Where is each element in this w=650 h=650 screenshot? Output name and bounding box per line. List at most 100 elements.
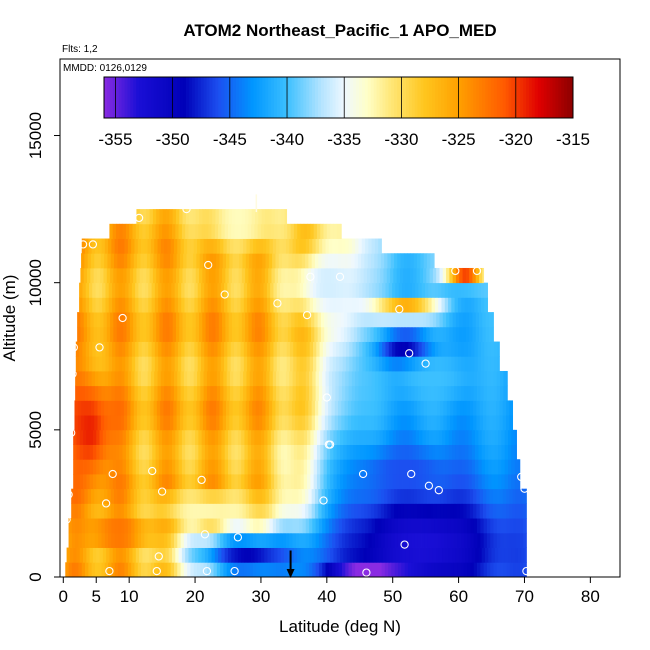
heatmap-cell <box>139 547 143 563</box>
heatmap-cell <box>333 547 338 563</box>
heatmap-cell <box>384 385 389 401</box>
heatmap-cell <box>273 356 278 372</box>
heatmap-cell <box>84 415 89 431</box>
heatmap-cell <box>100 415 105 431</box>
heatmap-cell <box>252 400 257 416</box>
heatmap-cell <box>119 429 123 445</box>
heatmap-cell <box>186 400 191 416</box>
colorbar-segment <box>364 77 369 118</box>
heatmap-cell <box>255 326 259 342</box>
heatmap-cell <box>479 503 484 519</box>
heatmap-cell <box>457 297 462 313</box>
heatmap-cell <box>324 312 328 328</box>
heatmap-cell <box>465 444 469 460</box>
heatmap-cell <box>491 547 496 563</box>
heatmap-cell <box>129 473 133 490</box>
heatmap-cell <box>198 223 203 239</box>
heatmap-cell <box>368 518 373 534</box>
heatmap-cell <box>434 356 439 372</box>
heatmap-cell <box>76 444 81 460</box>
heatmap-cell <box>338 415 342 431</box>
heatmap-cell <box>234 444 239 460</box>
heatmap-cell <box>385 297 390 313</box>
colorbar-segment <box>391 77 395 118</box>
heatmap-cell <box>301 415 306 431</box>
heatmap-cell <box>279 562 284 578</box>
heatmap-cell <box>224 297 228 313</box>
heatmap-cell <box>241 547 245 563</box>
colorbar-segment <box>326 77 331 118</box>
heatmap-cell <box>313 547 318 563</box>
heatmap-cell <box>469 312 473 328</box>
heatmap-cell <box>336 444 341 460</box>
heatmap-cell <box>171 297 176 313</box>
heatmap-cell <box>455 326 460 342</box>
heatmap-cell <box>446 488 451 504</box>
heatmap-cell <box>256 562 261 578</box>
heatmap-cell <box>281 267 286 284</box>
heatmap-cell <box>284 547 288 563</box>
heatmap-cell <box>247 444 252 460</box>
heatmap-cell <box>125 444 130 460</box>
heatmap-cell <box>491 444 496 460</box>
heatmap-cell <box>424 370 429 387</box>
heatmap-cell <box>299 238 303 254</box>
heatmap-cell <box>121 370 125 387</box>
heatmap-cell <box>270 282 274 298</box>
heatmap-cell <box>448 444 453 460</box>
heatmap-cell <box>378 341 383 357</box>
heatmap-cell <box>330 473 334 490</box>
heatmap-cell <box>164 518 168 534</box>
heatmap-cell <box>129 223 133 239</box>
heatmap-cell <box>524 547 527 563</box>
heatmap-cell <box>369 459 374 475</box>
heatmap-cell <box>432 473 436 490</box>
heatmap-cell <box>312 370 317 387</box>
heatmap-cell <box>459 488 464 504</box>
heatmap-cell <box>496 488 500 504</box>
heatmap-cell <box>98 238 102 254</box>
heatmap-cell <box>465 326 470 342</box>
heatmap-cell <box>73 459 77 475</box>
heatmap-cell <box>244 444 249 460</box>
heatmap-cell <box>464 282 469 298</box>
heatmap-cell <box>292 518 297 534</box>
heatmap-cell <box>106 326 111 342</box>
heatmap-cell <box>500 532 504 548</box>
heatmap-cell <box>247 429 252 445</box>
heatmap-cell <box>166 253 171 269</box>
heatmap-cell <box>123 503 128 519</box>
heatmap-cell <box>407 415 411 431</box>
heatmap-cell <box>198 429 203 445</box>
x-tick-label: 70 <box>515 587 534 606</box>
heatmap-cell <box>160 518 165 534</box>
heatmap-cell <box>150 253 154 269</box>
colorbar-segment <box>341 77 345 118</box>
heatmap-cell <box>208 459 212 475</box>
heatmap-cell <box>202 488 207 504</box>
heatmap-cell <box>452 267 457 284</box>
heatmap-cell <box>491 459 496 475</box>
heatmap-cell <box>268 267 272 284</box>
heatmap-cell <box>208 312 213 328</box>
heatmap-cell <box>450 415 454 431</box>
heatmap-cell <box>438 459 443 475</box>
heatmap-layer <box>65 209 527 578</box>
heatmap-cell <box>428 547 433 563</box>
heatmap-cell <box>146 209 150 225</box>
heatmap-cell <box>233 341 238 357</box>
heatmap-cell <box>156 253 161 269</box>
heatmap-cell <box>271 209 276 225</box>
heatmap-cell <box>185 444 189 460</box>
heatmap-cell <box>363 326 368 342</box>
heatmap-cell <box>222 267 226 284</box>
heatmap-cell <box>175 547 179 563</box>
heatmap-cell <box>349 341 353 357</box>
heatmap-cell <box>259 238 264 254</box>
heatmap-cell <box>138 282 143 298</box>
heatmap-cell <box>76 429 81 445</box>
heatmap-cell <box>414 370 419 387</box>
heatmap-cell <box>490 341 495 357</box>
heatmap-cell <box>90 253 95 269</box>
heatmap-cell <box>94 400 98 416</box>
